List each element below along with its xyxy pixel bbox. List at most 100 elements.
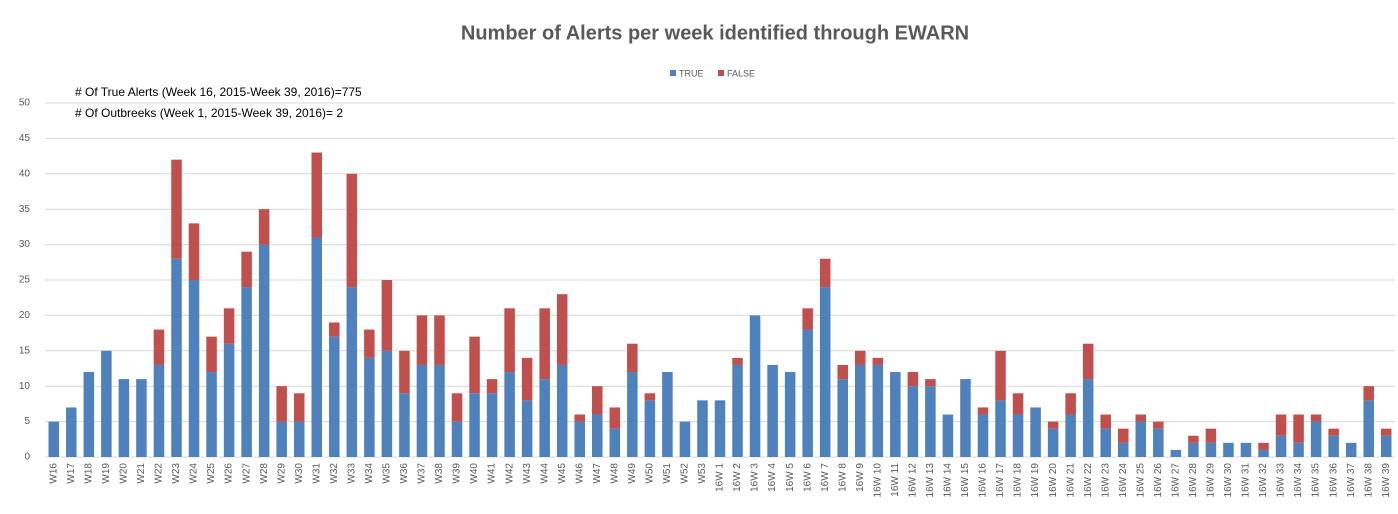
bar-segment <box>1135 414 1147 422</box>
bar-segment <box>434 364 445 457</box>
bar-segment <box>346 173 358 288</box>
bar-segment <box>1082 343 1094 380</box>
bar-segment <box>644 393 656 401</box>
bar-segment <box>276 421 287 457</box>
y-tick-label: 5 <box>24 416 30 427</box>
bar-segment <box>855 350 866 365</box>
bar-segment <box>381 350 393 457</box>
x-tick-label: 16W 27 <box>1170 463 1181 498</box>
y-tick-label: 35 <box>19 204 31 215</box>
x-tick-label: W36 <box>399 463 410 484</box>
bar-segment <box>749 315 761 457</box>
bar-segment <box>714 400 726 457</box>
bar-segment <box>171 258 182 457</box>
x-tick-label: W22 <box>154 463 165 484</box>
bar-segment <box>118 379 130 457</box>
bar-segment <box>872 357 884 365</box>
bar-segment <box>1380 428 1392 436</box>
chart-title: Number of Alerts per week identified thr… <box>461 22 969 44</box>
x-tick-label: 16W 24 <box>1118 463 1129 498</box>
bar-segment <box>469 336 480 394</box>
bar-segment <box>732 357 743 365</box>
x-tick-label: W47 <box>592 463 603 484</box>
bar-segment <box>539 379 550 457</box>
bar-segment <box>241 287 252 457</box>
bar-segment <box>451 393 463 422</box>
legend-label: TRUE <box>679 68 704 78</box>
bar-segment <box>1328 435 1339 457</box>
bar-segment <box>574 421 585 457</box>
bar-segment <box>556 294 568 365</box>
bar-segment <box>1100 428 1111 457</box>
bar-segment <box>1363 400 1374 457</box>
bar-segment <box>662 372 673 457</box>
x-tick-label: 16W 38 <box>1363 463 1374 498</box>
x-tick-label: 16W 20 <box>1048 463 1059 498</box>
bar-segment <box>206 336 217 373</box>
bar-segment <box>1170 449 1182 457</box>
bar-segment <box>1047 421 1059 429</box>
x-tick-label: 16W 7 <box>820 463 831 492</box>
x-tick-label: 16W 33 <box>1276 463 1287 498</box>
x-tick-label: W31 <box>311 463 322 484</box>
bar-segment <box>293 393 305 422</box>
bar-segment <box>1188 435 1199 443</box>
bar-segment <box>486 379 498 394</box>
bar-segment <box>1117 428 1129 443</box>
x-tick-label: W45 <box>557 463 568 484</box>
bar-segment <box>995 350 1006 401</box>
bar-segment <box>1363 386 1374 401</box>
bar-segment <box>1240 442 1252 457</box>
bar-segment <box>995 400 1006 457</box>
x-tick-label: 16W 10 <box>872 463 883 498</box>
x-tick-label: W51 <box>662 463 673 484</box>
bar-segment <box>977 414 989 457</box>
bar-segment <box>697 400 708 457</box>
x-tick-label: 16W 13 <box>925 463 936 498</box>
x-tick-label: 16W 25 <box>1135 463 1146 498</box>
x-tick-label: W28 <box>259 463 270 484</box>
bar-segment <box>819 258 831 288</box>
bar-segment <box>416 364 428 457</box>
legend-swatch <box>718 70 724 76</box>
x-tick-label: 16W 4 <box>767 463 778 492</box>
bar-segment <box>66 407 77 457</box>
x-tick-label: 16W 21 <box>1065 463 1076 498</box>
bar-segment <box>925 379 936 387</box>
y-tick-label: 15 <box>19 345 31 356</box>
bar-segment <box>1275 414 1287 436</box>
x-tick-label: 16W 26 <box>1153 463 1164 498</box>
bar-segment <box>346 287 358 457</box>
bar-segment <box>504 372 515 457</box>
bar-segment <box>819 287 831 457</box>
x-tick-label: 16W 9 <box>855 463 866 492</box>
bar-segment <box>171 159 182 259</box>
x-tick-label: W18 <box>83 463 94 484</box>
bar-segment <box>1310 414 1322 422</box>
bar-segment <box>1117 442 1129 457</box>
bar-segment <box>1065 393 1076 415</box>
x-tick-label: W35 <box>382 463 393 484</box>
bar-segment <box>784 372 796 457</box>
y-tick-label: 25 <box>19 275 31 286</box>
x-tick-label: 16W 16 <box>978 463 989 498</box>
bar-segment <box>399 350 410 394</box>
y-tick-label: 50 <box>19 98 31 109</box>
bar-segment <box>539 308 550 380</box>
x-tick-label: W32 <box>329 463 340 484</box>
y-tick-label: 40 <box>19 168 31 179</box>
bar-segment <box>188 280 200 457</box>
bar-segment <box>521 357 533 401</box>
bar-segment <box>556 364 568 457</box>
x-tick-label: W24 <box>189 463 200 484</box>
x-tick-label: 16W 15 <box>960 463 971 498</box>
x-tick-label: 16W 14 <box>943 463 954 498</box>
bar-segment <box>732 364 743 457</box>
x-tick-label: 16W 32 <box>1258 463 1269 498</box>
annotation: # Of True Alerts (Week 16, 2015-Week 39,… <box>75 85 362 99</box>
x-tick-label: 16W 18 <box>1013 463 1024 498</box>
bar-segment <box>1345 442 1357 457</box>
y-tick-label: 0 <box>24 452 30 463</box>
x-tick-label: W19 <box>101 463 112 484</box>
x-tick-label: W37 <box>417 463 428 484</box>
